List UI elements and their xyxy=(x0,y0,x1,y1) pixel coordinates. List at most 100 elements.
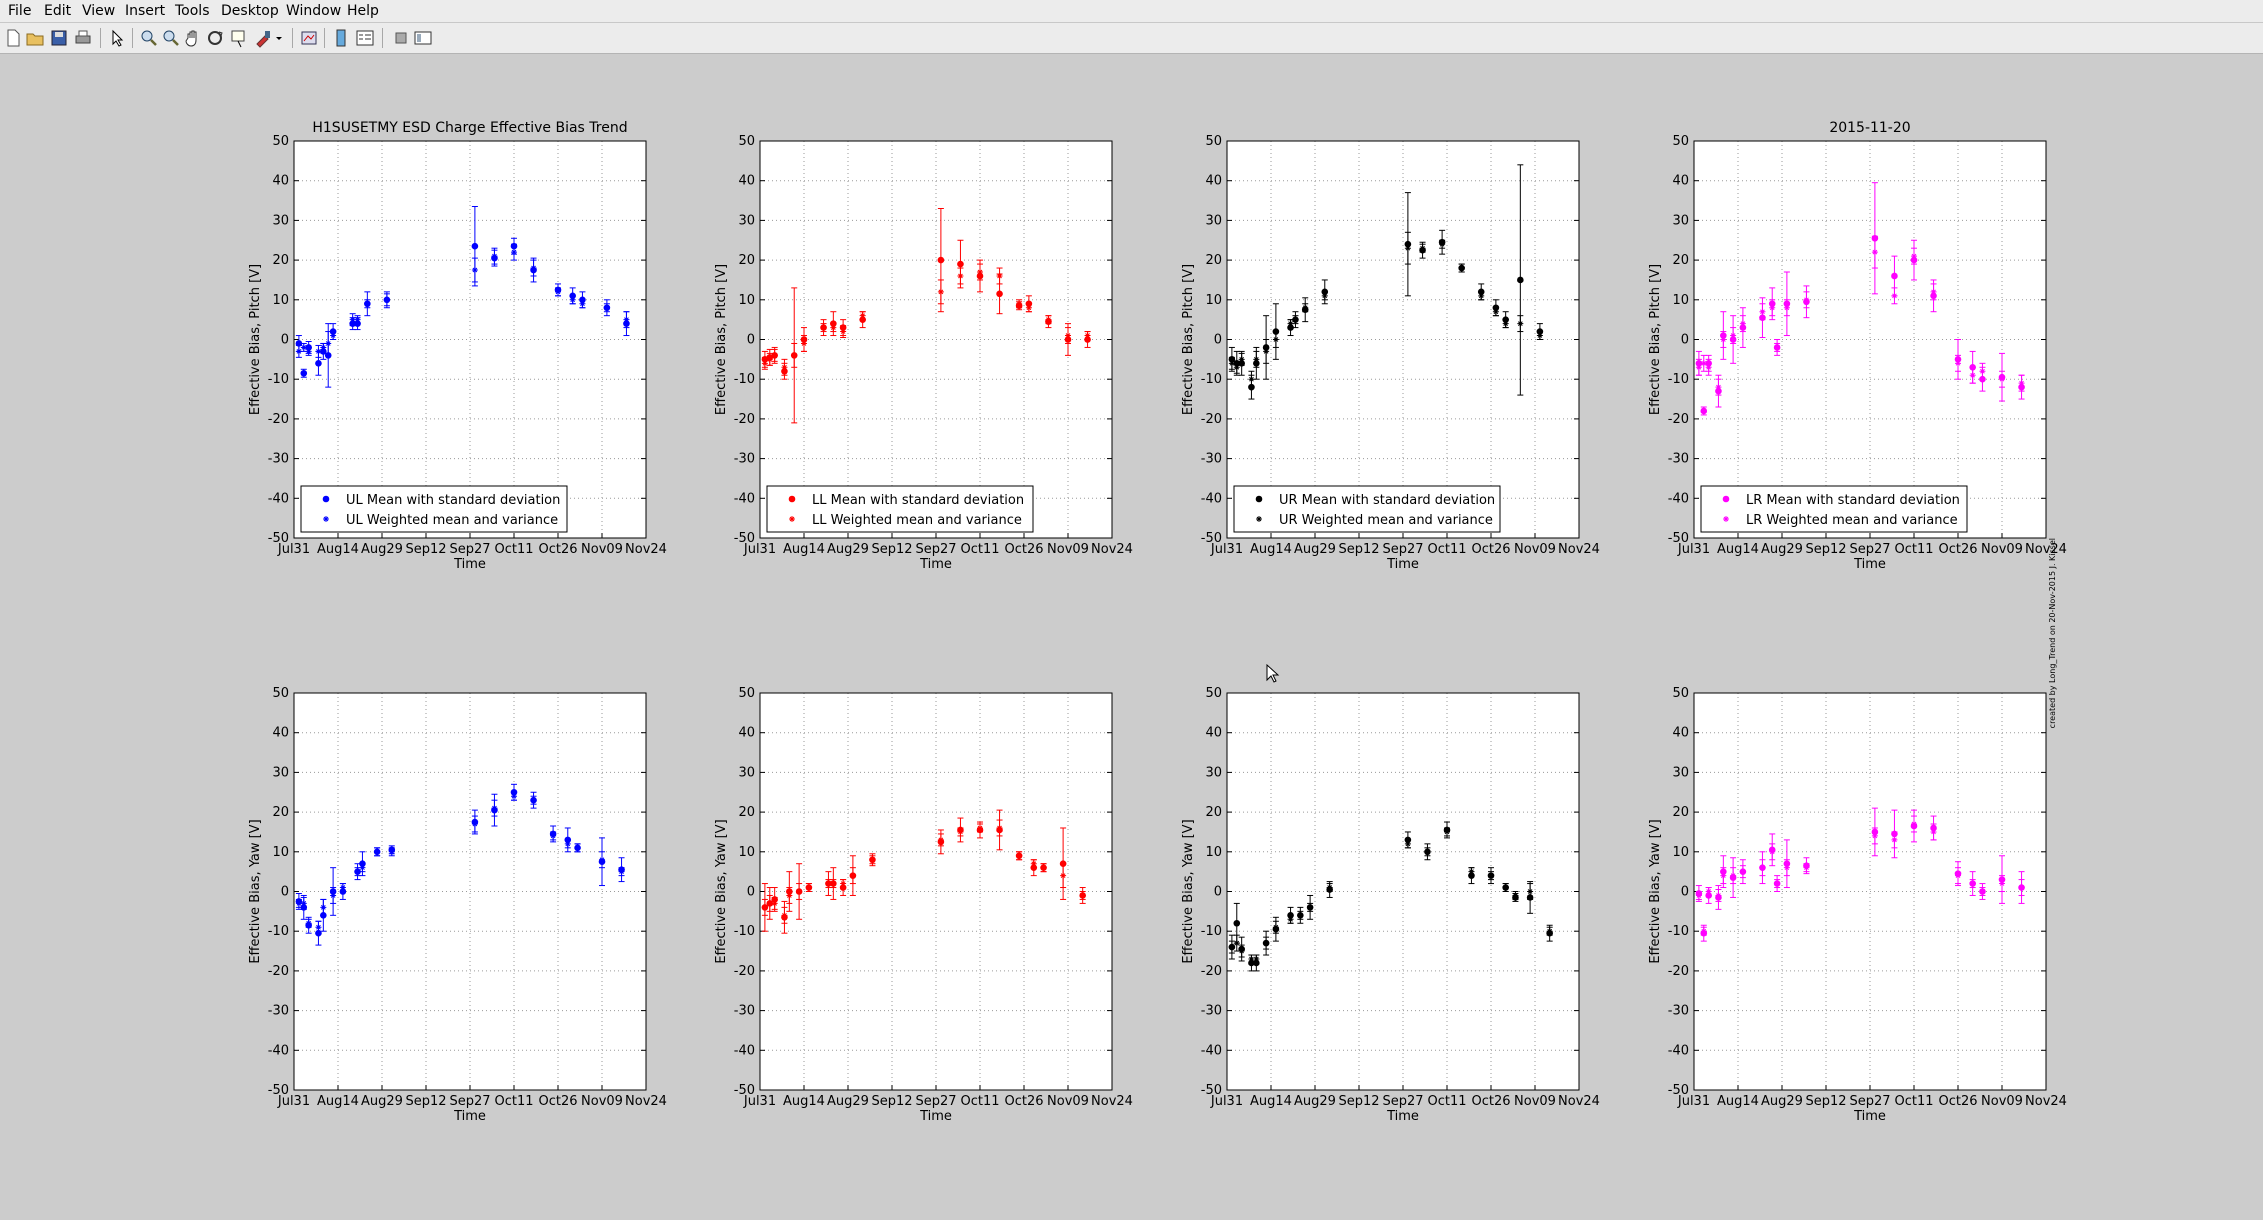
data-point xyxy=(1955,360,1961,367)
data-point xyxy=(491,253,498,260)
data-point xyxy=(374,848,381,855)
y-tick-label: -30 xyxy=(1201,452,1222,467)
x-tick-label: Jul31 xyxy=(1210,542,1243,557)
data-cursor-icon[interactable] xyxy=(228,27,250,49)
menu-edit[interactable]: Edit xyxy=(44,3,72,19)
y-tick-label: -20 xyxy=(734,412,755,427)
zoom-in-icon[interactable] xyxy=(138,27,160,49)
y-tick-label: 10 xyxy=(272,845,289,860)
legend-icon[interactable] xyxy=(354,27,376,49)
y-tick-label: -50 xyxy=(268,531,289,546)
data-point xyxy=(977,269,983,276)
data-point xyxy=(315,360,322,367)
data-point xyxy=(1272,336,1279,343)
data-point xyxy=(1248,955,1255,962)
x-tick-label: Nov24 xyxy=(2025,542,2067,557)
open-folder-icon[interactable] xyxy=(24,27,46,49)
data-point xyxy=(1536,332,1543,339)
data-point xyxy=(820,324,827,331)
y-tick-label: 50 xyxy=(1205,686,1222,701)
data-point xyxy=(1705,364,1712,371)
y-tick-label: 0 xyxy=(1681,333,1689,348)
y-tick-label: -50 xyxy=(1201,531,1222,546)
data-point xyxy=(1233,364,1240,371)
data-point xyxy=(550,832,557,839)
legend-label: LR Mean with standard deviation xyxy=(1746,493,1960,508)
y-tick-label: -30 xyxy=(268,452,289,467)
print-icon[interactable] xyxy=(72,27,94,49)
menu-help[interactable]: Help xyxy=(347,3,379,19)
data-point xyxy=(315,348,322,355)
x-tick-label: Sep12 xyxy=(1338,542,1379,557)
menu-view[interactable]: View xyxy=(82,3,116,19)
save-icon[interactable] xyxy=(48,27,70,49)
y-tick-label: 20 xyxy=(738,253,755,268)
data-point xyxy=(791,352,798,359)
data-point xyxy=(849,872,856,879)
x-axis-label: Time xyxy=(1853,1109,1886,1124)
rotate-3d-icon[interactable] xyxy=(204,27,226,49)
data-point xyxy=(1468,868,1475,875)
data-point xyxy=(781,364,788,371)
y-tick-label: -10 xyxy=(268,372,289,387)
data-point xyxy=(937,256,945,264)
y-tick-label: 40 xyxy=(272,174,289,189)
y-tick-label: -20 xyxy=(1201,964,1222,979)
x-tick-label: Jul31 xyxy=(277,1094,310,1109)
x-tick-label: Sep12 xyxy=(1805,1094,1846,1109)
brush-icon[interactable] xyxy=(252,27,274,49)
menu-window[interactable]: Window xyxy=(286,3,342,19)
data-point xyxy=(471,821,478,828)
new-file-icon[interactable] xyxy=(2,27,24,49)
y-tick-label: 0 xyxy=(1214,333,1222,348)
legend-label: UL Mean with standard deviation xyxy=(346,493,560,508)
show-plot-tools-icon[interactable] xyxy=(412,27,434,49)
data-point xyxy=(761,904,768,911)
edit-plot-arrow-icon[interactable] xyxy=(106,27,128,49)
link-plot-icon[interactable] xyxy=(298,27,320,49)
x-tick-label: Jul31 xyxy=(277,542,310,557)
menu-desktop[interactable]: Desktop xyxy=(221,3,279,19)
colorbar-icon[interactable] xyxy=(330,27,352,49)
data-point xyxy=(1911,821,1917,828)
data-point xyxy=(1444,828,1450,835)
data-point xyxy=(805,884,812,891)
data-point xyxy=(1979,368,1986,375)
data-point xyxy=(623,316,630,323)
y-tick-label: 10 xyxy=(1672,293,1689,308)
brush-dropdown-icon[interactable] xyxy=(274,27,284,49)
y-tick-label: 10 xyxy=(1205,293,1222,308)
data-point xyxy=(937,288,944,295)
data-point xyxy=(530,265,537,272)
y-tick-label: 30 xyxy=(272,213,289,228)
y-tick-label: -20 xyxy=(1668,412,1689,427)
data-point xyxy=(564,840,571,847)
menu-insert[interactable]: Insert xyxy=(125,3,166,19)
data-point xyxy=(1307,904,1314,911)
zoom-out-icon[interactable] xyxy=(160,27,182,49)
hide-plot-tools-icon[interactable] xyxy=(390,27,412,49)
x-tick-label: Oct11 xyxy=(494,1094,533,1109)
y-tick-label: 10 xyxy=(738,845,755,860)
data-point xyxy=(2018,380,2025,387)
data-point xyxy=(579,300,586,307)
x-tick-label: Sep27 xyxy=(1382,542,1423,557)
y-tick-label: -50 xyxy=(1668,531,1689,546)
y-tick-label: -10 xyxy=(1668,924,1689,939)
pan-hand-icon[interactable] xyxy=(182,27,204,49)
legend-box xyxy=(300,485,568,533)
data-point xyxy=(1084,332,1091,339)
legend-marker xyxy=(1256,516,1262,522)
legend-marker xyxy=(1722,495,1730,503)
menu-file[interactable]: File xyxy=(8,3,32,19)
data-point xyxy=(996,272,1003,279)
data-point xyxy=(1233,919,1241,927)
data-point xyxy=(1404,840,1411,847)
x-tick-label: Nov09 xyxy=(581,1094,623,1109)
data-point xyxy=(1527,888,1534,895)
y-tick-label: -50 xyxy=(1201,1083,1222,1098)
x-tick-label: Aug29 xyxy=(361,1094,403,1109)
menu-tools[interactable]: Tools xyxy=(175,3,210,19)
data-point xyxy=(1228,360,1235,367)
